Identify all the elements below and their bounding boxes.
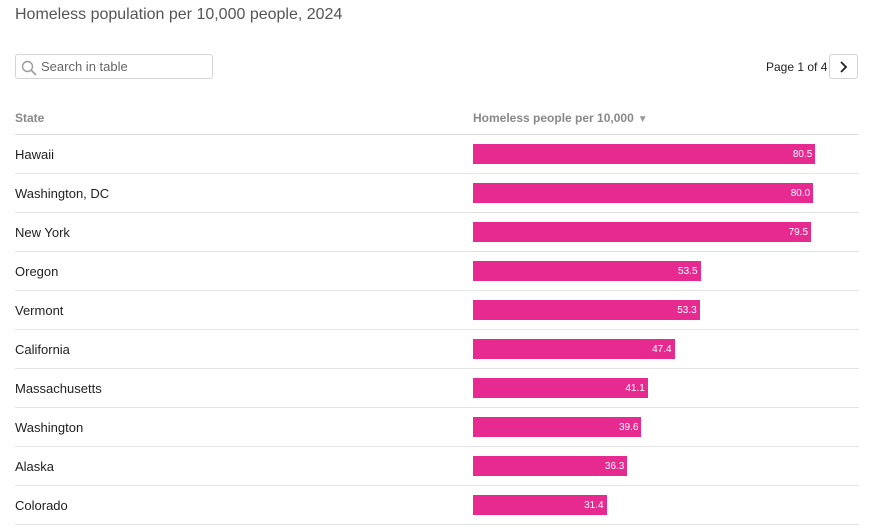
search-box[interactable] bbox=[15, 54, 213, 79]
table-row: Hawaii 80.5 bbox=[15, 135, 859, 174]
bar-value-label: 36.3 bbox=[604, 461, 625, 472]
table-row: Washington, DC 80.0 bbox=[15, 174, 859, 213]
table-row: Vermont 53.3 bbox=[15, 291, 859, 330]
bar-value-label: 53.5 bbox=[678, 266, 698, 277]
column-header-value[interactable]: Homeless people per 10,000 ▼ bbox=[473, 111, 648, 125]
table-row: New York 79.5 bbox=[15, 213, 859, 252]
bar-value-label: 47.4 bbox=[652, 344, 672, 355]
state-name: Alaska bbox=[15, 459, 55, 474]
value-bar: 80.0 bbox=[473, 183, 814, 203]
column-header-state[interactable]: State bbox=[15, 111, 45, 125]
column-header-value-label: Homeless people per 10,000 bbox=[473, 111, 634, 125]
bar-value-label: 80.5 bbox=[792, 149, 813, 160]
table-row: Washington 39.6 bbox=[15, 408, 859, 447]
value-bar: 31.4 bbox=[473, 495, 607, 515]
bar-value-label: 53.3 bbox=[677, 305, 697, 316]
value-bar: 80.5 bbox=[473, 144, 816, 164]
bar-value-label: 80.0 bbox=[790, 188, 811, 199]
value-bar: 39.6 bbox=[473, 417, 642, 437]
page-title: Homeless population per 10,000 people, 2… bbox=[15, 6, 343, 23]
state-name: Washington, DC bbox=[15, 186, 110, 201]
search-input[interactable] bbox=[41, 58, 206, 75]
state-name: Vermont bbox=[15, 303, 64, 318]
header-divider bbox=[15, 134, 859, 135]
table-row: Massachusetts 41.1 bbox=[15, 369, 859, 408]
table-row: California 47.4 bbox=[15, 330, 859, 369]
value-bar: 41.1 bbox=[473, 378, 648, 398]
chevron-right-icon bbox=[840, 61, 848, 73]
bar-value-label: 41.1 bbox=[625, 383, 645, 394]
search-icon bbox=[21, 60, 37, 76]
state-name: Hawaii bbox=[15, 147, 55, 162]
bar-value-label: 31.4 bbox=[584, 500, 604, 511]
next-page-button[interactable] bbox=[829, 54, 858, 79]
bar-value-label: 79.5 bbox=[788, 227, 809, 238]
table-row: Alaska 36.3 bbox=[15, 447, 859, 486]
state-name: New York bbox=[15, 225, 70, 240]
value-bar: 53.3 bbox=[473, 300, 700, 320]
state-name: Colorado bbox=[15, 498, 68, 513]
table-body: Hawaii 80.5 Washington, DC 80.0 New York 79.5… bbox=[15, 135, 859, 525]
state-name: Oregon bbox=[15, 264, 59, 279]
bar-value-label: 39.6 bbox=[618, 422, 639, 433]
value-bar: 53.5 bbox=[473, 261, 701, 281]
state-name: Massachusetts bbox=[15, 381, 102, 396]
value-bar: 47.4 bbox=[473, 339, 675, 359]
table-row: Oregon 53.5 bbox=[15, 252, 859, 291]
state-name: California bbox=[15, 342, 70, 357]
sort-descending-icon[interactable]: ▼ bbox=[637, 114, 648, 125]
state-name: Washington bbox=[15, 420, 84, 435]
pagination-label: Page 1 of 4 bbox=[766, 60, 828, 74]
table-row: Colorado 31.4 bbox=[15, 486, 859, 525]
value-bar: 36.3 bbox=[473, 456, 628, 476]
value-bar: 79.5 bbox=[473, 222, 812, 242]
